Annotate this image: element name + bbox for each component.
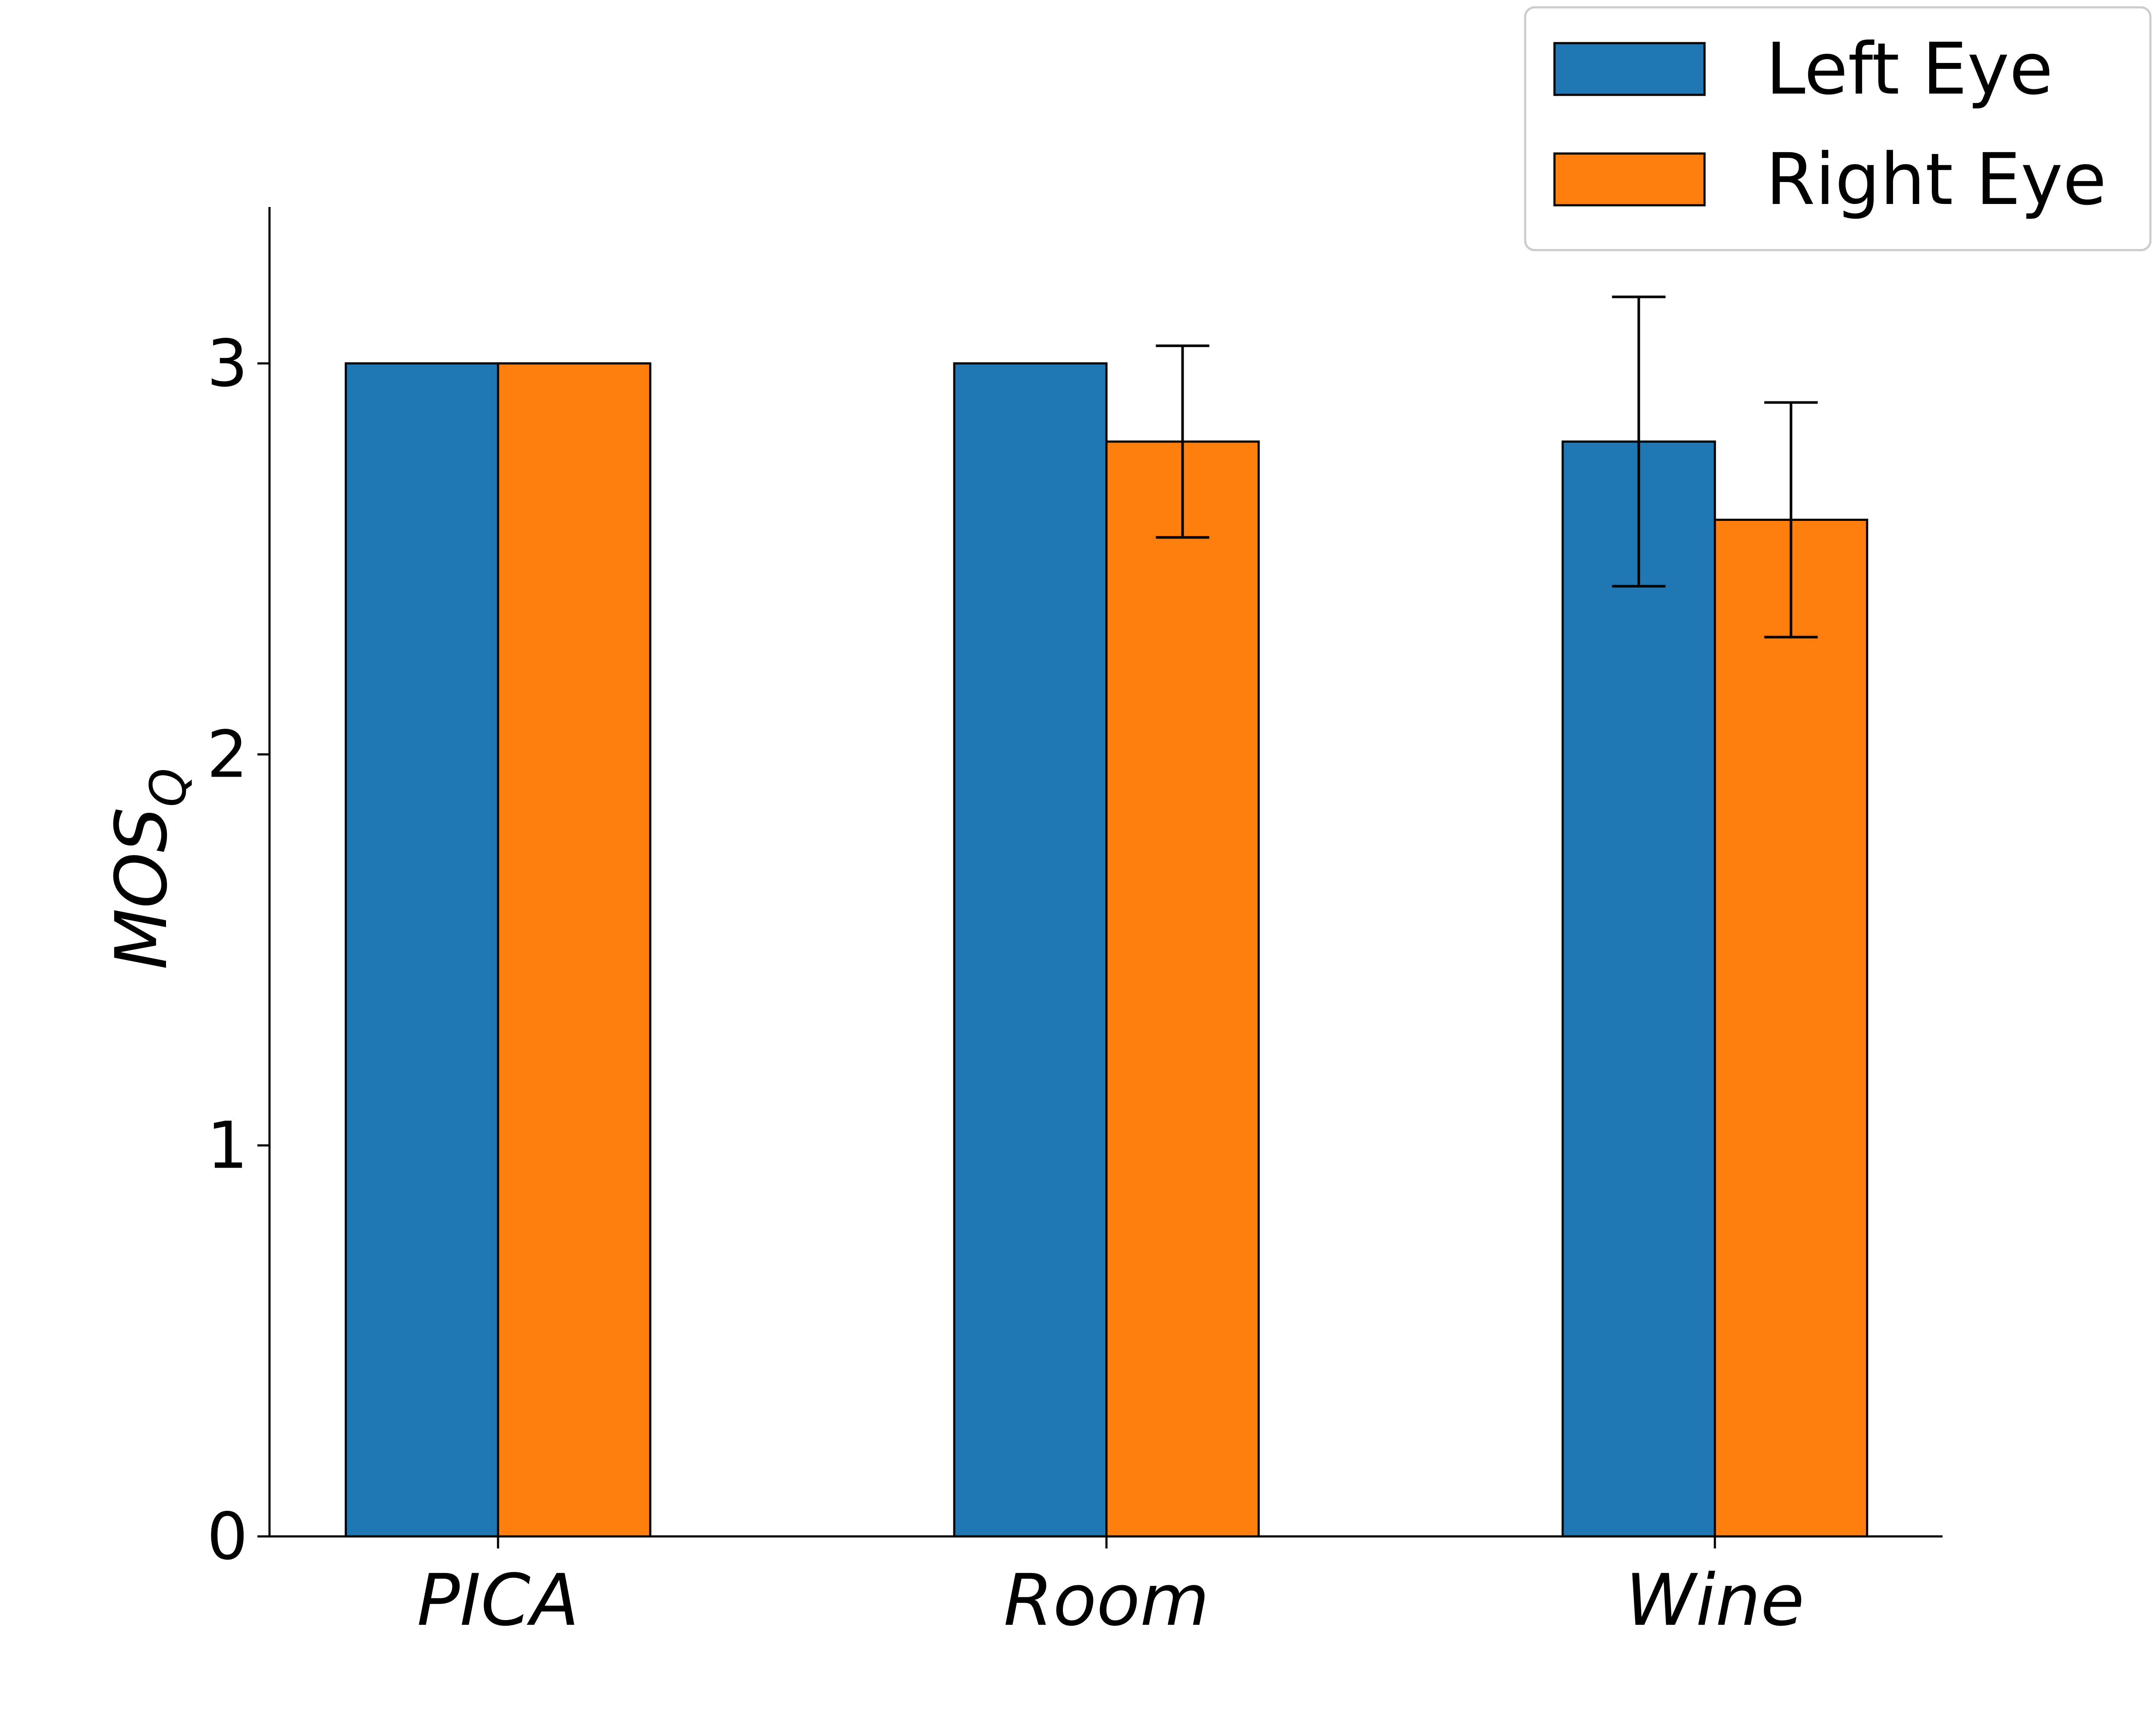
x-tick-label-pica: PICA <box>417 1559 579 1642</box>
error-bar <box>1764 401 1818 639</box>
error-bar <box>1156 344 1210 539</box>
x-tick-label-wine: Wine <box>1625 1559 1804 1642</box>
y-tick-label: 0 <box>207 1499 248 1574</box>
y-tick-label: 3 <box>207 326 248 401</box>
y-tick-label: 1 <box>207 1108 248 1183</box>
y-axis-label: MOSQ <box>100 768 197 970</box>
y-ticks-group: 0 1 2 3 <box>207 326 270 1574</box>
legend-label-left-eye: Left Eye <box>1766 28 2053 110</box>
bar-left-eye-wine <box>1561 440 1716 1538</box>
legend-swatch-left-eye <box>1553 42 1706 96</box>
y-axis-label-subscript: Q <box>140 768 197 807</box>
bar-right-eye-pica <box>497 362 652 1538</box>
bar-right-eye-room <box>1105 440 1260 1538</box>
error-bar <box>1612 295 1666 588</box>
legend-label-right-eye: Right Eye <box>1766 138 2106 221</box>
y-axis-label-main: MOS <box>100 807 183 970</box>
bar-left-eye-room <box>953 362 1108 1538</box>
bar-right-eye-wine <box>1714 518 1868 1538</box>
error-bars-group <box>1156 295 1818 639</box>
x-tick-label-room: Room <box>1003 1559 1209 1642</box>
bars-group <box>345 362 1868 1538</box>
legend-swatch-right-eye <box>1553 152 1706 207</box>
bar-left-eye-pica <box>345 362 499 1538</box>
y-tick-label: 2 <box>207 717 248 792</box>
x-ticks-group: PICA Room Wine <box>417 1536 1805 1642</box>
legend: Left Eye Right Eye <box>1524 6 2152 251</box>
